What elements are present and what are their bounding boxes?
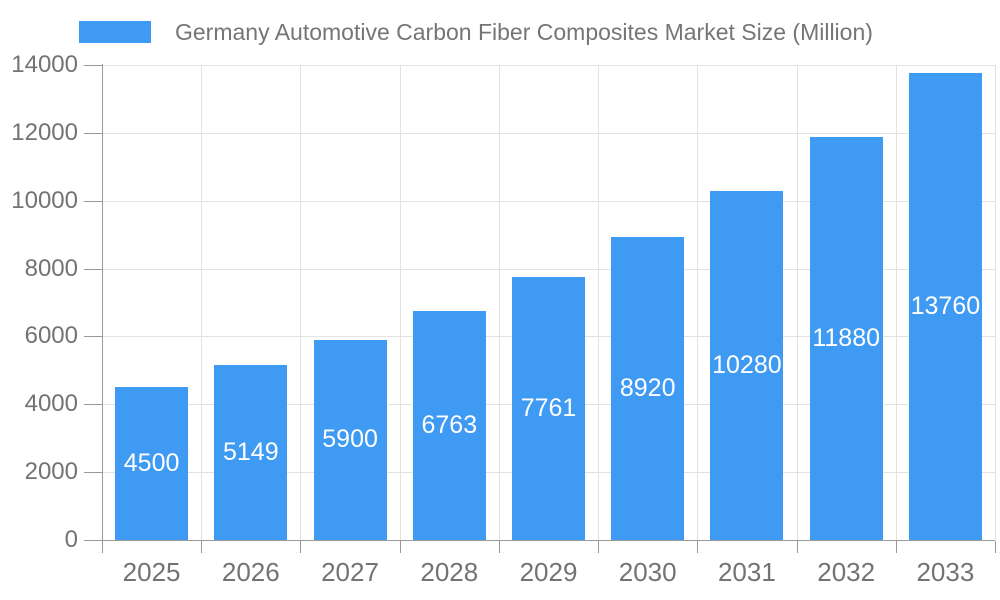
bar-value-label: 11880 <box>812 323 881 352</box>
gridline-vertical <box>300 65 302 540</box>
y-axis-label: 8000 <box>24 254 78 282</box>
y-axis-tick <box>84 132 102 134</box>
y-axis-tick <box>84 65 102 66</box>
y-axis-label: 10000 <box>11 186 78 214</box>
x-axis-line <box>102 540 995 541</box>
x-axis-tick <box>300 541 302 553</box>
y-axis-label: 6000 <box>24 322 78 350</box>
gridline-vertical <box>697 65 699 540</box>
x-axis-label: 2028 <box>420 557 479 587</box>
x-axis-tick <box>796 541 798 553</box>
bar-2025[interactable]: 4500 <box>115 387 189 540</box>
bar-value-label: 6763 <box>421 410 478 439</box>
bar-value-label: 8920 <box>619 374 676 403</box>
gridline-vertical <box>995 65 996 540</box>
legend-item[interactable]: Germany Automotive Carbon Fiber Composit… <box>79 17 873 47</box>
y-axis-label: 4000 <box>24 390 78 418</box>
plot-area: 4500 5149 5900 6763 7761 8920 10280 11880 13760 <box>102 65 996 540</box>
x-axis-tick <box>102 541 103 553</box>
bar-value-label: 5149 <box>222 438 279 467</box>
x-axis-label: 2026 <box>221 557 280 587</box>
x-axis-tick <box>598 541 600 553</box>
bar-2031[interactable]: 10280 <box>710 191 784 540</box>
chart-title: Germany Automotive Carbon Fiber Composit… <box>175 18 873 45</box>
bar-2032[interactable]: 11880 <box>809 136 883 540</box>
x-axis-tick <box>697 541 699 553</box>
x-axis-tick <box>498 541 500 553</box>
x-axis-label: 2029 <box>519 557 578 587</box>
x-axis-label: 2033 <box>916 557 975 587</box>
bar-value-label: 5900 <box>322 425 378 454</box>
bar-value-label: 7761 <box>520 393 577 422</box>
x-axis-tick <box>895 541 897 553</box>
y-axis-line <box>102 64 103 552</box>
y-axis-label: 0 <box>64 526 78 553</box>
gridline-horizontal <box>102 200 995 202</box>
x-axis-label: 2025 <box>122 557 181 587</box>
x-axis-tick <box>995 541 996 553</box>
gridline-horizontal <box>102 268 995 270</box>
x-axis-label: 2030 <box>618 557 677 587</box>
bar-value-label: 13760 <box>910 292 981 321</box>
y-axis-tick <box>84 268 102 270</box>
bar-value-label: 10280 <box>712 351 782 380</box>
y-axis-label: 2000 <box>24 458 78 486</box>
gridline-vertical <box>498 65 500 540</box>
bar-value-label: 4500 <box>123 449 180 478</box>
bar-2028[interactable]: 6763 <box>412 310 486 540</box>
y-axis-tick <box>84 472 102 474</box>
bar-2029[interactable]: 7761 <box>512 276 585 540</box>
gridline-vertical <box>201 65 203 540</box>
y-axis-tick <box>84 336 102 338</box>
legend-swatch <box>79 21 151 43</box>
x-axis-label: 2031 <box>717 557 776 587</box>
gridline-vertical <box>598 65 600 540</box>
y-axis-label: 14000 <box>11 51 78 78</box>
gridline-vertical <box>895 65 897 540</box>
gridline-horizontal <box>102 132 995 134</box>
y-axis-tick <box>84 540 102 541</box>
x-axis-label: 2027 <box>321 557 379 587</box>
bar-2030[interactable]: 8920 <box>611 237 685 540</box>
bar-2026[interactable]: 5149 <box>214 365 288 540</box>
y-axis-tick <box>84 200 102 202</box>
x-axis-label: 2032 <box>817 557 876 587</box>
gridline-vertical <box>796 65 798 540</box>
x-axis-tick <box>201 541 203 553</box>
y-axis-label: 12000 <box>11 118 78 146</box>
bar-2033[interactable]: 13760 <box>908 73 982 540</box>
y-axis-tick <box>84 404 102 406</box>
bar-2027[interactable]: 5900 <box>313 339 387 540</box>
gridline-horizontal <box>102 65 995 66</box>
x-axis-tick <box>399 541 401 553</box>
gridline-vertical <box>399 65 401 540</box>
